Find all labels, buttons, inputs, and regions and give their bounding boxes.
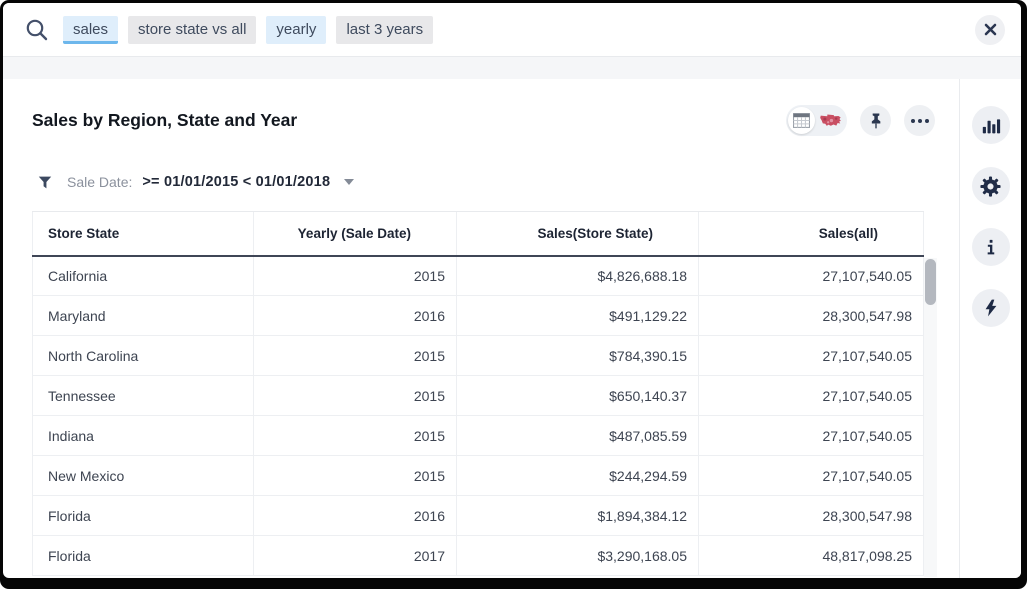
search-icon: [24, 17, 50, 43]
filter-icon: [37, 174, 53, 190]
table-cell: 2015: [253, 455, 457, 496]
search-token[interactable]: store state vs all: [128, 15, 257, 44]
table-cell: Florida: [32, 535, 254, 576]
table-row[interactable]: Indiana 2015 $487,085.59 27,107,540.05: [32, 415, 924, 456]
viz-toolbar: [786, 105, 935, 136]
search-bar[interactable]: sales store state vs all yearly last 3 year…: [3, 3, 1021, 57]
table-cell: $3,290,168.05: [456, 535, 699, 576]
table-cell: Florida: [32, 495, 254, 536]
table-row[interactable]: Maryland 2016 $491,129.22 28,300,547.98: [32, 295, 924, 336]
map-view-icon[interactable]: [815, 113, 845, 128]
table-cell: 2015: [253, 415, 457, 456]
column-header[interactable]: Sales(Store State): [456, 211, 699, 257]
results-table-zone: Store State Yearly (Sale Date) Sales(Store…: [32, 211, 940, 577]
filter-row[interactable]: Sale Date: >= 01/01/2015 < 01/01/2018: [37, 171, 959, 192]
column-header[interactable]: Yearly (Sale Date): [253, 211, 457, 257]
pin-button[interactable]: [860, 105, 891, 136]
table-cell: 2015: [253, 255, 457, 296]
table-cell: 28,300,547.98: [698, 495, 924, 536]
content-area: Sales by Region, State and Year: [3, 79, 1021, 578]
table-scrollbar-track[interactable]: [924, 258, 937, 577]
answer-header: Sales by Region, State and Year: [32, 105, 935, 136]
table-cell: Indiana: [32, 415, 254, 456]
table-view-icon[interactable]: [788, 107, 815, 134]
table-cell: Maryland: [32, 295, 254, 336]
table-scrollbar-thumb[interactable]: [925, 259, 936, 305]
settings-button[interactable]: [971, 167, 1010, 205]
chart-button[interactable]: [971, 106, 1010, 144]
chevron-down-icon[interactable]: [344, 178, 355, 185]
table-cell: $1,894,384.12: [456, 495, 699, 536]
table-cell: 2016: [253, 295, 457, 336]
filter-label: Sale Date:: [67, 173, 133, 190]
table-cell: 2016: [253, 495, 457, 536]
right-rail: [959, 79, 1021, 578]
table-cell: 48,817,098.25: [698, 535, 924, 576]
background-band: [3, 57, 1021, 79]
search-token[interactable]: yearly: [266, 15, 327, 44]
table-cell: $491,129.22: [456, 295, 699, 336]
app-window: sales store state vs all yearly last 3 year…: [3, 3, 1021, 578]
column-header[interactable]: Sales(all): [698, 211, 924, 257]
table-cell: 2015: [253, 335, 457, 376]
table-row[interactable]: Florida 2017 $3,290,168.05 48,817,098.25: [32, 535, 924, 576]
results-table: Store State Yearly (Sale Date) Sales(Store…: [32, 211, 924, 576]
page-title: Sales by Region, State and Year: [32, 110, 298, 130]
close-button[interactable]: [975, 14, 1005, 45]
table-cell: 2015: [253, 375, 457, 416]
table-row[interactable]: North Carolina 2015 $784,390.15 27,107,540.…: [32, 335, 924, 376]
table-cell: North Carolina: [32, 335, 254, 376]
search-token[interactable]: sales: [63, 15, 119, 44]
filter-value[interactable]: >= 01/01/2015 < 01/01/2018: [142, 173, 331, 190]
answer-panel: Sales by Region, State and Year: [3, 79, 959, 578]
column-header[interactable]: Store State: [32, 211, 254, 257]
more-options-icon: [910, 118, 929, 123]
table-cell: 28,300,547.98: [698, 295, 924, 336]
table-row[interactable]: Tennessee 2015 $650,140.37 27,107,540.05: [32, 375, 924, 416]
search-token[interactable]: last 3 years: [336, 15, 434, 44]
search-token-list[interactable]: sales store state vs all yearly last 3 year…: [63, 15, 975, 44]
viz-toggle[interactable]: [786, 105, 847, 136]
table-cell: 27,107,540.05: [698, 375, 924, 416]
table-cell: 27,107,540.05: [698, 455, 924, 496]
table-cell: $487,085.59: [456, 415, 699, 456]
table-header-row: Store State Yearly (Sale Date) Sales(Store…: [32, 211, 924, 257]
table-cell: Tennessee: [32, 375, 254, 416]
info-button[interactable]: [971, 228, 1010, 266]
table-row[interactable]: Florida 2016 $1,894,384.12 28,300,547.98: [32, 495, 924, 536]
table-cell: $4,826,688.18: [456, 255, 699, 296]
more-options-button[interactable]: [904, 105, 935, 136]
table-cell: 27,107,540.05: [698, 415, 924, 456]
table-row[interactable]: California 2015 $4,826,688.18 27,107,540.05: [32, 255, 924, 296]
table-row[interactable]: New Mexico 2015 $244,294.59 27,107,540.05: [32, 455, 924, 496]
table-cell: $784,390.15: [456, 335, 699, 376]
table-cell: $650,140.37: [456, 375, 699, 416]
table-cell: New Mexico: [32, 455, 254, 496]
table-cell: 27,107,540.05: [698, 255, 924, 296]
table-body: California 2015 $4,826,688.18 27,107,540.05…: [32, 255, 924, 576]
table-cell: 27,107,540.05: [698, 335, 924, 376]
table-cell: $244,294.59: [456, 455, 699, 496]
table-cell: 2017: [253, 535, 457, 576]
table-cell: California: [32, 255, 254, 296]
insights-bolt-button[interactable]: [971, 289, 1010, 327]
